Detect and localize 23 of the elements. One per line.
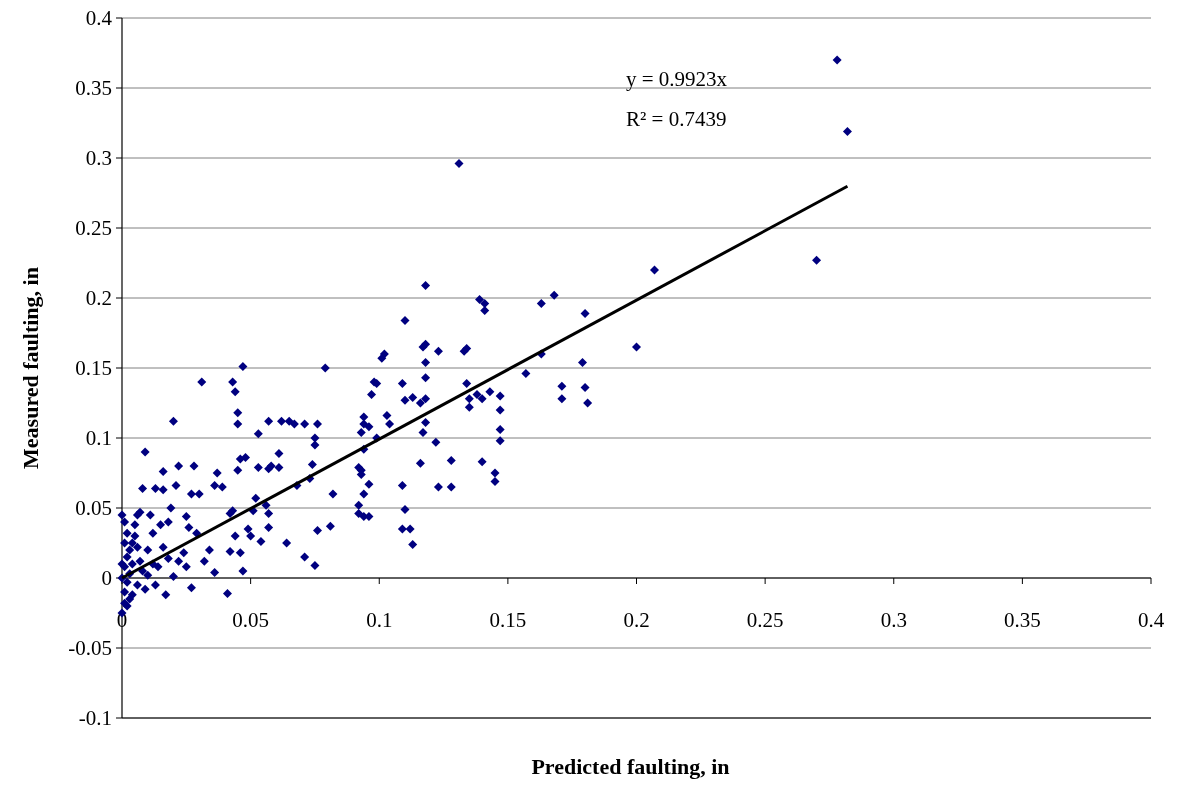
y-tick-label: -0.1: [78, 706, 112, 731]
x-axis-title: Predicted faulting, in: [531, 754, 730, 779]
annotation: y = 0.9923x: [626, 67, 728, 91]
y-tick-label: 0.1: [85, 426, 112, 451]
x-tick-label: 0.4: [1137, 608, 1165, 632]
annotation: R² = 0.7439: [626, 107, 727, 131]
y-tick-label: 0.3: [85, 146, 112, 171]
y-axis-title: Measured faulting, in: [18, 267, 43, 469]
y-tick-label: 0: [101, 566, 112, 591]
x-tick-label: 0.3: [880, 608, 907, 632]
x-tick-label: 0.15: [489, 608, 527, 632]
x-tick-label: 0.2: [623, 608, 650, 632]
y-tick-label: 0.2: [85, 286, 112, 311]
y-tick-label: 0.25: [75, 216, 112, 241]
x-tick-label: 0.1: [366, 608, 393, 632]
y-tick-label: -0.05: [68, 636, 112, 661]
y-tick-label: 0.05: [75, 496, 112, 521]
x-tick-label: 0.25: [746, 608, 784, 632]
x-tick-label: 0.05: [232, 608, 269, 632]
y-tick-label: 0.35: [75, 76, 112, 101]
x-tick-label: 0.35: [1004, 608, 1041, 632]
y-tick-label: 0.4: [85, 6, 113, 31]
y-tick-label: 0.15: [75, 356, 112, 381]
